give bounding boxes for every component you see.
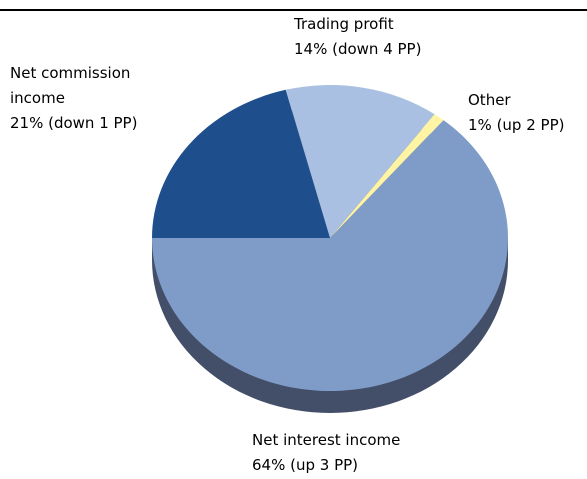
pie-slice: [152, 89, 330, 238]
category-label: Trading profit: [294, 15, 394, 33]
value-label: 1% (up 2 PP): [468, 116, 565, 134]
slice-label: Other 1% (up 2 PP): [468, 88, 564, 138]
slice-label: Trading profit 14% (down 4 PP): [294, 12, 421, 62]
pie-slice: [330, 114, 444, 238]
value-label: 64% (up 3 PP): [252, 456, 359, 474]
pie-slice: [285, 85, 435, 238]
pie-slice: [152, 120, 508, 392]
category-label: Net interest income: [252, 431, 401, 449]
category-label: Net commission income: [10, 64, 131, 107]
value-label: 21% (down 1 PP): [10, 114, 138, 132]
category-label: Other: [468, 91, 511, 109]
pie: [152, 85, 508, 413]
slice-label: Net commission income 21% (down 1 PP): [10, 61, 150, 136]
slice-label: Net interest income 64% (up 3 PP): [252, 428, 400, 478]
value-label: 14% (down 4 PP): [294, 40, 422, 58]
